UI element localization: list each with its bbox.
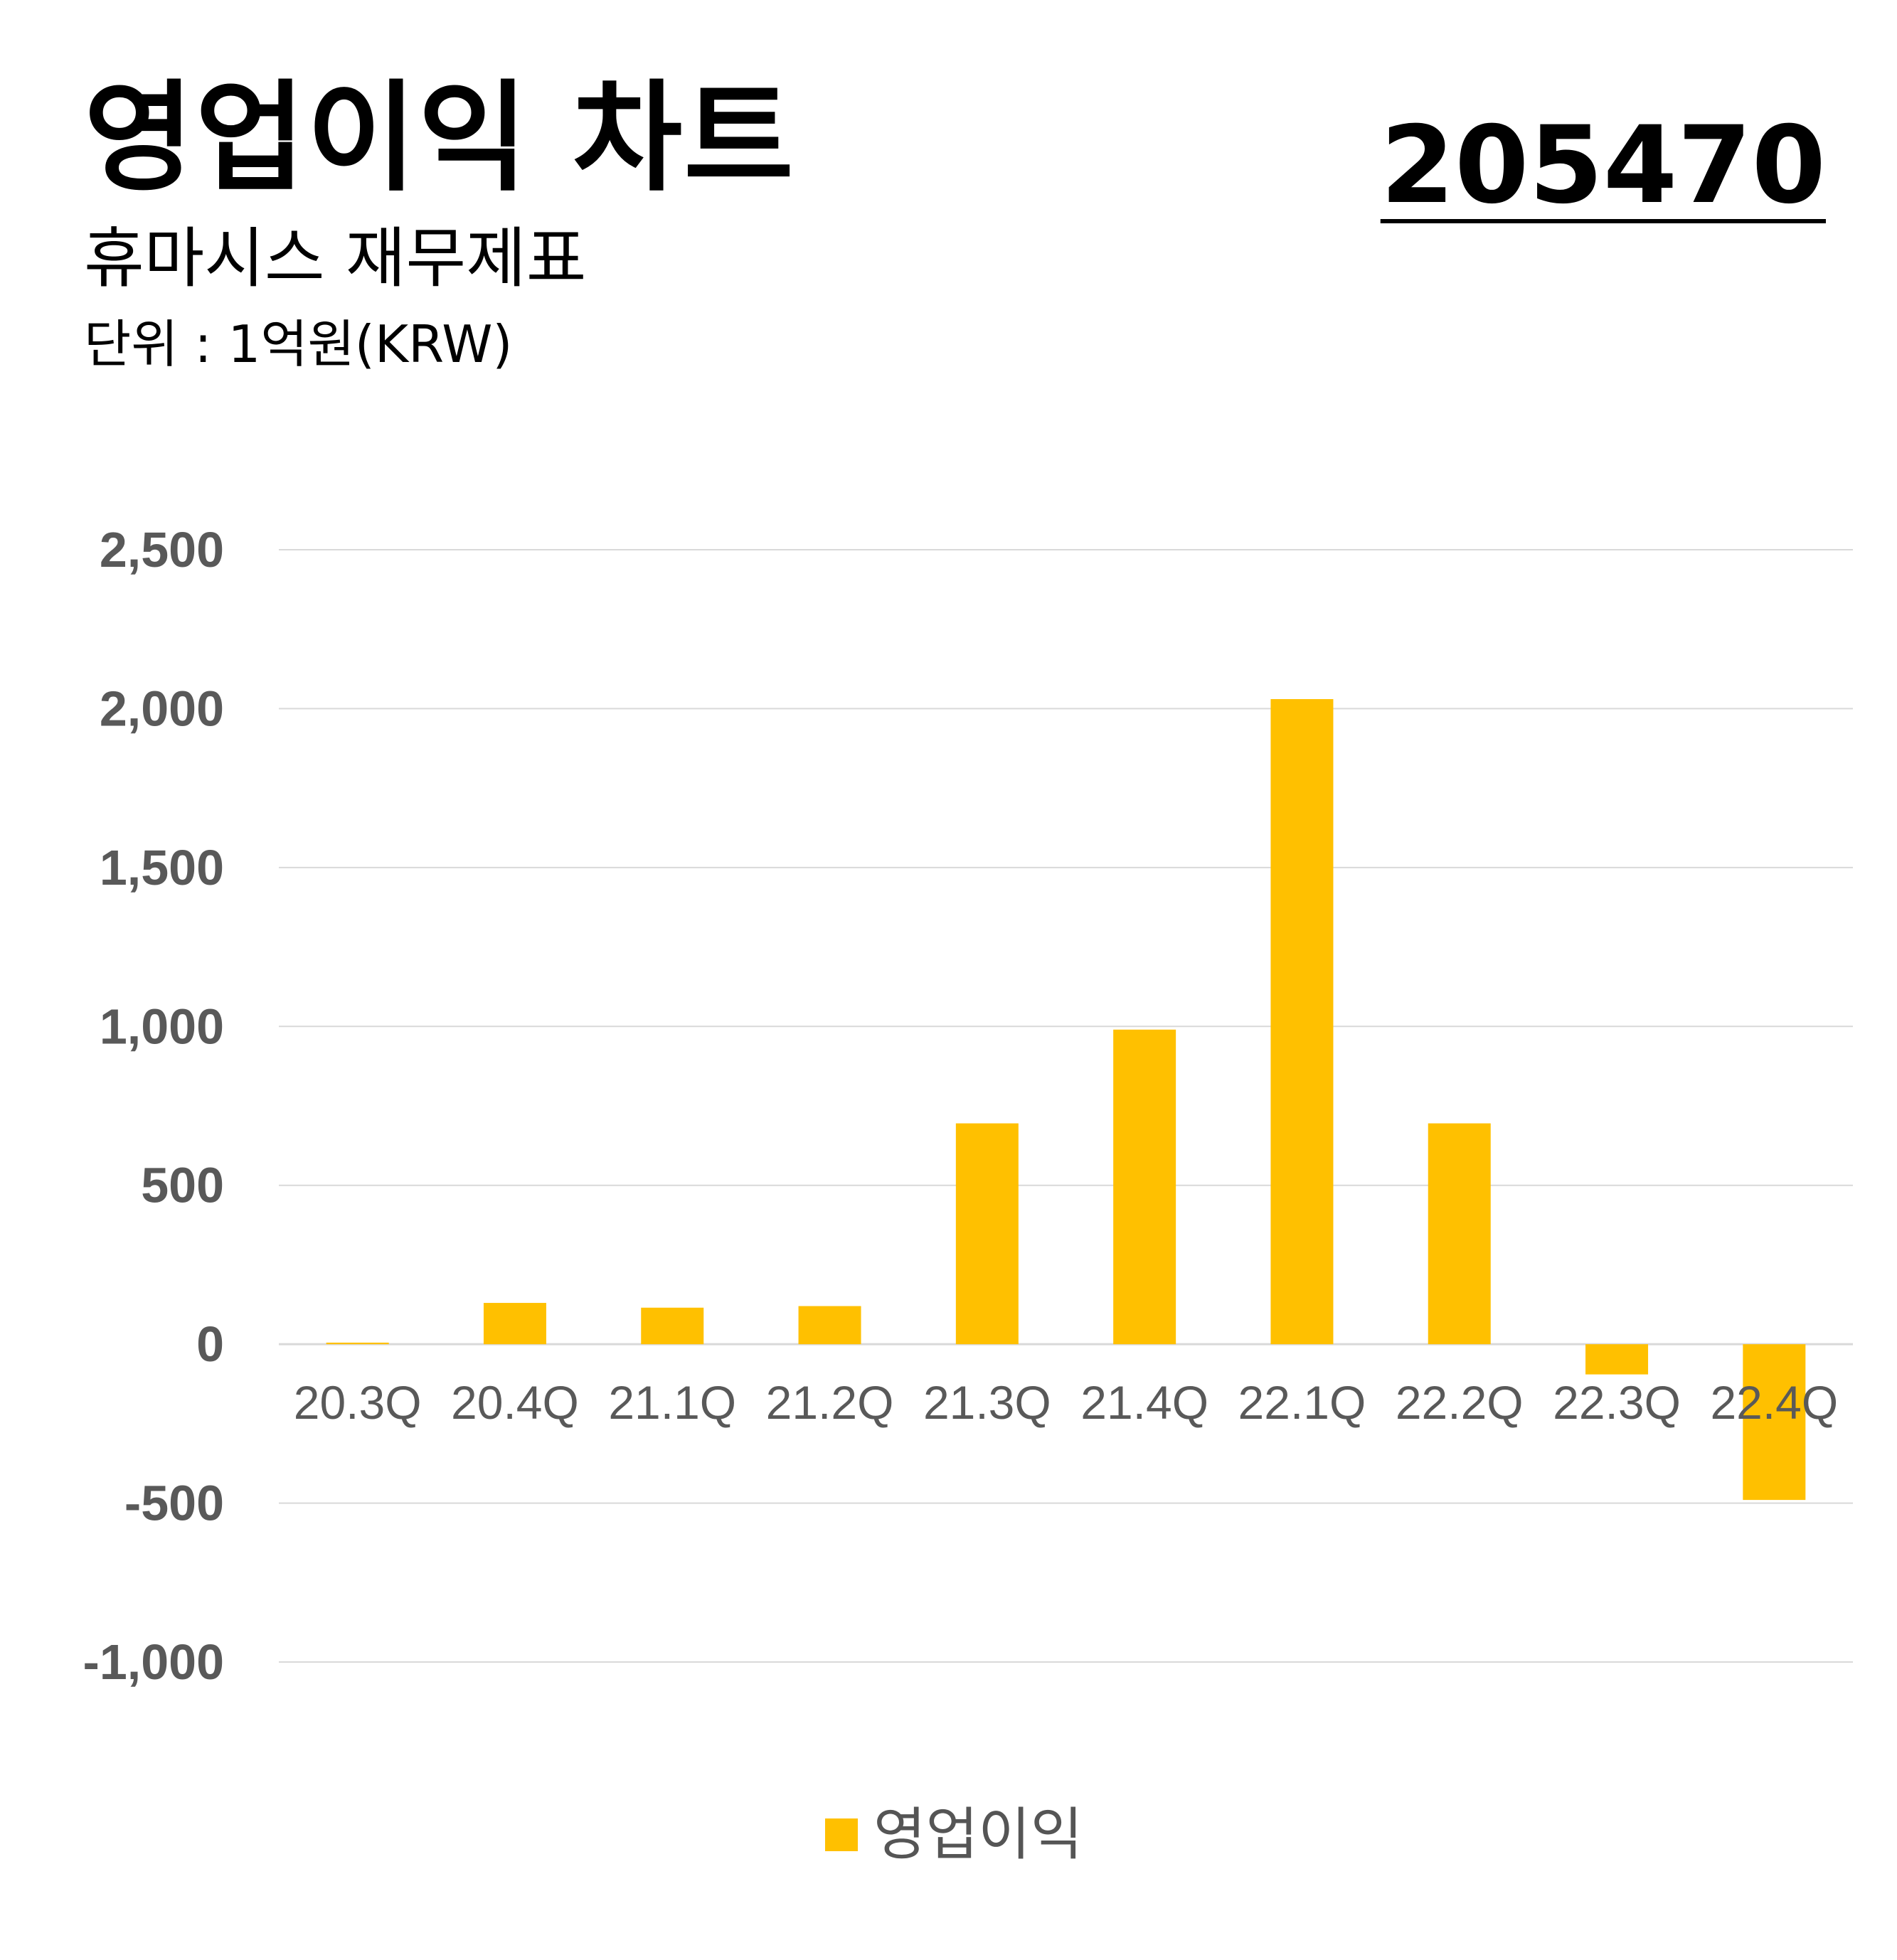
- legend: 영업이익: [825, 1806, 1083, 1863]
- x-tick-label: 22.3Q: [1553, 1376, 1681, 1429]
- chart-title: 영업이익 차트: [84, 68, 795, 208]
- y-tick-label: 1,500: [100, 840, 224, 895]
- legend-label: 영업이익: [873, 1801, 1083, 1868]
- y-tick-label: 2,000: [100, 681, 224, 736]
- legend-swatch: [825, 1818, 858, 1851]
- bar-21.3Q: [955, 1123, 1019, 1345]
- x-tick-label: 20.3Q: [294, 1376, 422, 1429]
- y-tick-label: 1,000: [100, 998, 224, 1054]
- bar-21.2Q: [798, 1306, 861, 1345]
- x-tick-label: 22.1Q: [1238, 1376, 1366, 1429]
- bar-22.4Q: [1743, 1344, 1806, 1501]
- x-tick-label: 21.2Q: [766, 1376, 894, 1429]
- y-tick-label: 2,500: [100, 522, 224, 577]
- y-tick-label: -500: [124, 1476, 224, 1531]
- x-tick-label: 22.4Q: [1710, 1376, 1838, 1429]
- bar-22.3Q: [1585, 1344, 1649, 1375]
- y-tick-label: -1,000: [83, 1634, 224, 1690]
- stock-code: 205470: [1380, 104, 1826, 228]
- unit-label: 단위 : 1억원(KRW): [84, 314, 513, 374]
- bar-21.4Q: [1113, 1029, 1176, 1345]
- bar-22.1Q: [1270, 699, 1334, 1345]
- chart-subtitle: 휴마시스 재무제표: [84, 220, 587, 297]
- x-tick-label: 22.2Q: [1396, 1376, 1524, 1429]
- x-tick-label: 21.1Q: [608, 1376, 736, 1429]
- bar-20.3Q: [326, 1342, 389, 1345]
- x-tick-label: 21.3Q: [923, 1376, 1051, 1429]
- bar-22.2Q: [1428, 1123, 1491, 1345]
- y-tick-label: 0: [196, 1316, 224, 1372]
- bar-20.4Q: [483, 1303, 546, 1345]
- x-tick-label: 21.4Q: [1080, 1376, 1208, 1429]
- bar-21.1Q: [641, 1307, 704, 1345]
- y-tick-label: 500: [141, 1158, 224, 1213]
- x-tick-label: 20.4Q: [451, 1376, 579, 1429]
